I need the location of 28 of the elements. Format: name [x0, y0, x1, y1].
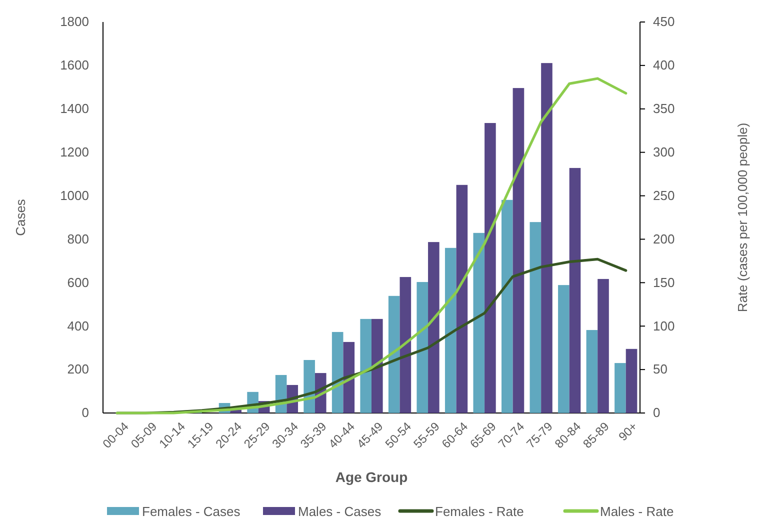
y2-tick-label: 400 — [653, 58, 675, 73]
y-tick-label: 400 — [67, 318, 89, 334]
y2-tick-label: 100 — [653, 318, 675, 334]
x-axis-title: Age Group — [335, 469, 408, 485]
y-tick-label: 1400 — [60, 101, 89, 116]
y-tick-label: 600 — [67, 274, 89, 290]
y2-tick-label: 250 — [653, 188, 675, 203]
y-tick-label: 800 — [67, 231, 89, 246]
x-tick-label: 90+ — [616, 419, 640, 444]
y2-axis-title: Rate (cases per 100,000 people) — [735, 122, 750, 312]
legend-label: Females - Cases — [142, 504, 241, 519]
y2-tick-label: 150 — [653, 274, 675, 290]
legend-label: Males - Cases — [298, 504, 382, 519]
y2-tick-label: 0 — [653, 405, 660, 420]
y-tick-label: 1000 — [60, 188, 89, 203]
legend-label: Females - Rate — [435, 504, 524, 519]
legend-label: Males - Rate — [600, 504, 674, 519]
y-tick-label: 1800 — [60, 14, 89, 30]
y2-tick-label: 50 — [653, 362, 668, 377]
y2-tick-label: 200 — [653, 231, 675, 246]
y2-tick-label: 350 — [653, 101, 675, 116]
y-tick-label: 0 — [82, 405, 89, 420]
y-tick-label: 200 — [67, 362, 89, 377]
y2-tick-label: 450 — [653, 14, 675, 30]
y-tick-label: 1600 — [60, 58, 89, 73]
y2-tick-label: 300 — [653, 144, 675, 160]
y-axis-title: Cases — [13, 198, 28, 236]
y-tick-label: 1200 — [60, 144, 89, 160]
